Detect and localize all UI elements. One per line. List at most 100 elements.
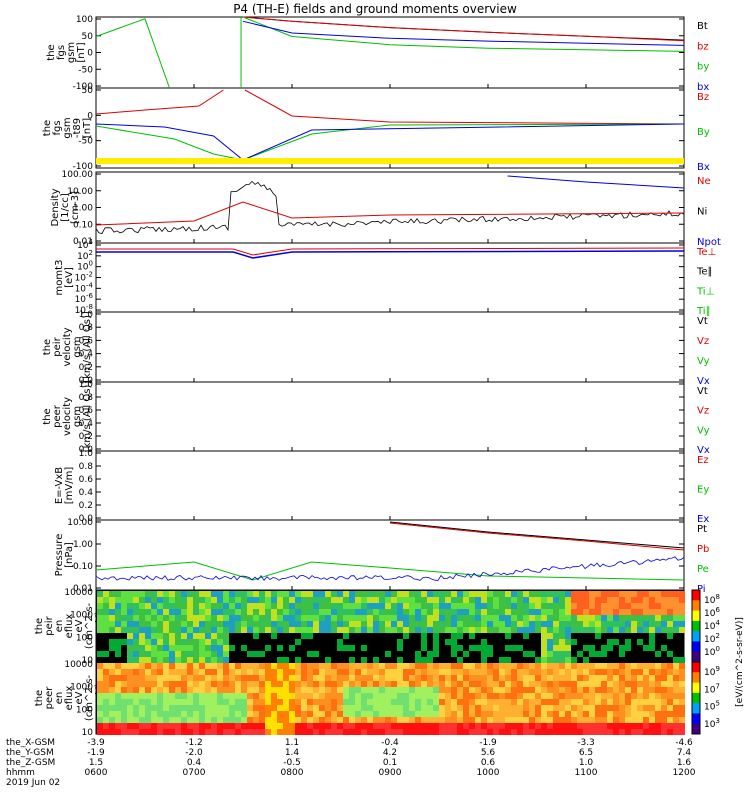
- spectrogram-cell: [217, 603, 223, 609]
- spectrogram-cell: [559, 615, 565, 621]
- spectrogram-cell: [337, 603, 343, 609]
- spectrogram-cell: [535, 705, 541, 711]
- spectrogram-cell: [313, 603, 319, 609]
- spectrogram-cell: [487, 705, 493, 711]
- spectrogram-cell: [277, 663, 283, 669]
- spectrogram-cell: [241, 699, 247, 705]
- spectrogram-cell: [109, 615, 115, 621]
- spectrogram-cell: [439, 717, 445, 723]
- spectrogram-cell: [601, 687, 607, 693]
- spectrogram-cell: [439, 687, 445, 693]
- spectrogram-cell: [475, 699, 481, 705]
- spectrogram-cell: [223, 603, 229, 609]
- spectrogram-cell: [673, 729, 679, 735]
- y-tick-label: 0.01: [73, 584, 93, 594]
- spectrogram-cell: [127, 663, 133, 669]
- spectrogram-cell: [463, 609, 469, 615]
- spectrogram-cell: [373, 717, 379, 723]
- spectrogram-cell: [445, 699, 451, 705]
- spectrogram-cell: [331, 621, 337, 627]
- series-bz: [242, 16, 685, 42]
- spectrogram-cell: [133, 675, 139, 681]
- y-tick-label: 10000: [64, 588, 93, 598]
- spectrogram-cell: [385, 627, 391, 633]
- spectrogram-cell: [523, 699, 529, 705]
- spectrogram-cell: [181, 675, 187, 681]
- spectrogram-cell: [319, 621, 325, 627]
- spectrogram-cell: [643, 717, 649, 723]
- spectrogram-cell: [193, 621, 199, 627]
- spectrogram-cell: [229, 699, 235, 705]
- spectrogram-cell: [535, 615, 541, 621]
- spectrogram-cell: [193, 693, 199, 699]
- spectrogram-cell: [373, 675, 379, 681]
- spectrogram-cell: [313, 705, 319, 711]
- spectrogram-cell: [451, 663, 457, 669]
- spectrogram-cell: [493, 705, 499, 711]
- spectrogram-cell: [547, 657, 553, 663]
- series-Bz: [95, 89, 685, 125]
- spectrogram-cell: [541, 705, 547, 711]
- spectrogram-cell: [523, 597, 529, 603]
- spectrogram-cell: [301, 693, 307, 699]
- spectrogram-cell: [655, 687, 661, 693]
- spectrogram-cell: [193, 711, 199, 717]
- spectrogram-cell: [277, 723, 283, 729]
- y-axis-label: momt3[eV]: [54, 260, 75, 296]
- colorbar-segment: [692, 692, 700, 704]
- spectrogram-cell: [433, 591, 439, 597]
- spectrogram-cell: [187, 723, 193, 729]
- spectrogram-cell: [499, 723, 505, 729]
- spectrogram-cell: [595, 699, 601, 705]
- spectrogram-cell: [205, 621, 211, 627]
- spectrogram-cell: [517, 711, 523, 717]
- spectrogram-cell: [481, 723, 487, 729]
- spectrogram-cell: [667, 669, 673, 675]
- spectrogram-cell: [151, 723, 157, 729]
- y-tick-label: 0.6: [79, 475, 94, 485]
- spectrogram-cell: [211, 615, 217, 621]
- spectrogram-cell: [505, 729, 511, 735]
- spectrogram-cell: [157, 621, 163, 627]
- y-tick-label: -50: [78, 65, 93, 75]
- spectrogram-cell: [409, 627, 415, 633]
- spectrogram-cell: [421, 615, 427, 621]
- spectrogram-cell: [187, 705, 193, 711]
- spectrogram-cell: [529, 687, 535, 693]
- spectrogram-cell: [565, 621, 571, 627]
- spectrogram-cell: [511, 723, 517, 729]
- spectrogram-cell: [319, 705, 325, 711]
- spectrogram-cell: [313, 687, 319, 693]
- spectrogram-cell: [115, 651, 121, 657]
- spectrogram-cell: [673, 627, 679, 633]
- spectrogram-cell: [403, 669, 409, 675]
- spectrogram-cell: [127, 669, 133, 675]
- spectrogram-cell: [331, 711, 337, 717]
- series-Ti: [96, 250, 685, 259]
- spectrogram-cell: [403, 717, 409, 723]
- spectrogram-cell: [649, 639, 655, 645]
- spectrogram-cell: [637, 699, 643, 705]
- spectrogram-cell: [229, 615, 235, 621]
- spectrogram-cell: [595, 723, 601, 729]
- spectrogram-cell: [253, 591, 259, 597]
- spectrogram-cell: [223, 675, 229, 681]
- spectrogram-cell: [163, 711, 169, 717]
- spectrogram-cell: [403, 705, 409, 711]
- spectrogram-cell: [661, 705, 667, 711]
- spectrogram-cell: [655, 621, 661, 627]
- spectrogram-cell: [349, 603, 355, 609]
- spectrogram-cell: [619, 717, 625, 723]
- spectrogram-cell: [625, 687, 631, 693]
- spectrogram-cell: [253, 699, 259, 705]
- spectrogram-cell: [127, 705, 133, 711]
- legend-Ex: Ex: [697, 514, 709, 525]
- panel-frame: [95, 450, 685, 521]
- spectrogram-cell: [379, 693, 385, 699]
- spectrogram-cell: [421, 717, 427, 723]
- spectrogram-cell: [427, 705, 433, 711]
- spectrogram-cell: [121, 669, 127, 675]
- spectrogram-cell: [415, 615, 421, 621]
- spectrogram-cell: [217, 609, 223, 615]
